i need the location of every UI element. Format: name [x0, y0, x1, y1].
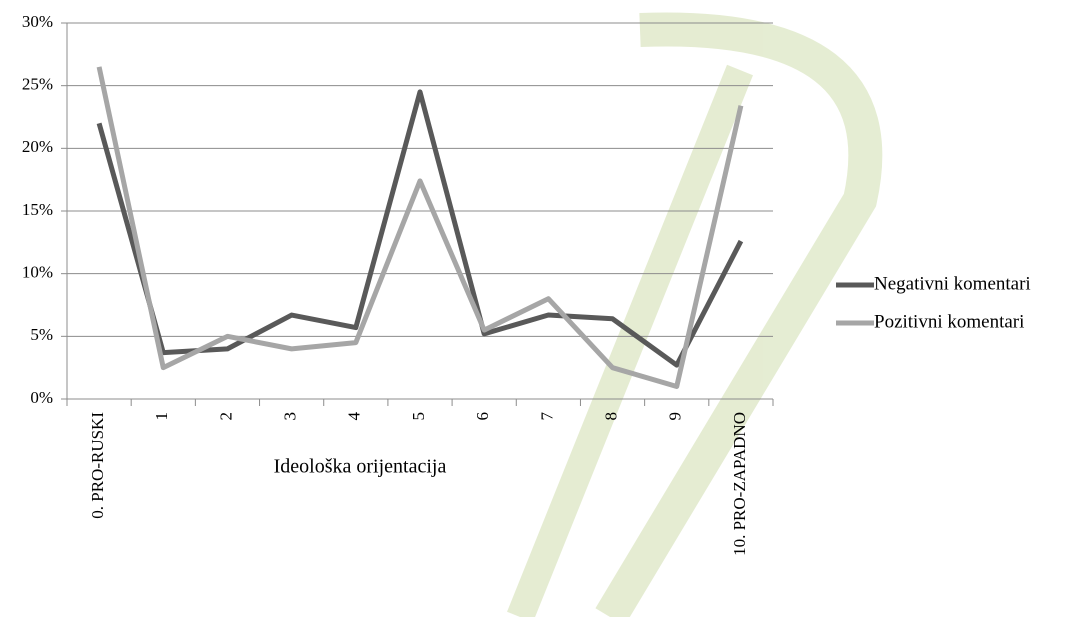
watermark-stroke	[507, 64, 753, 617]
y-tick-label: 20%	[22, 137, 53, 156]
y-tick-label: 5%	[30, 325, 53, 344]
legend-label: Negativni komentari	[874, 273, 1031, 294]
y-tick-label: 25%	[22, 75, 53, 94]
legend-label: Pozitivni komentari	[874, 311, 1024, 332]
series-line	[96, 89, 744, 368]
x-tick-label: 8	[601, 412, 620, 421]
x-tick-label: 1	[152, 412, 171, 421]
x-tick-label: 7	[537, 412, 556, 421]
y-tick-label: 0%	[30, 388, 53, 407]
x-tick-label: 3	[281, 412, 300, 421]
watermark	[507, 12, 883, 617]
x-tick-label: 5	[409, 412, 428, 421]
x-tick-label: 6	[473, 412, 492, 421]
series-line	[96, 66, 744, 389]
x-tick-label: 9	[666, 412, 685, 421]
y-tick-label: 30%	[22, 12, 53, 31]
y-tick-label: 15%	[22, 200, 53, 219]
x-tick-label: 0. PRO-RUSKI	[88, 412, 107, 519]
y-tick-label: 10%	[22, 263, 53, 282]
x-tick-label: 10. PRO-ZAPADNO	[730, 412, 749, 556]
watermark-arc	[595, 12, 883, 617]
x-tick-label: 2	[216, 412, 235, 421]
x-axis-title: Ideološka orijentacija	[274, 456, 447, 478]
x-tick-label: 4	[345, 412, 364, 421]
